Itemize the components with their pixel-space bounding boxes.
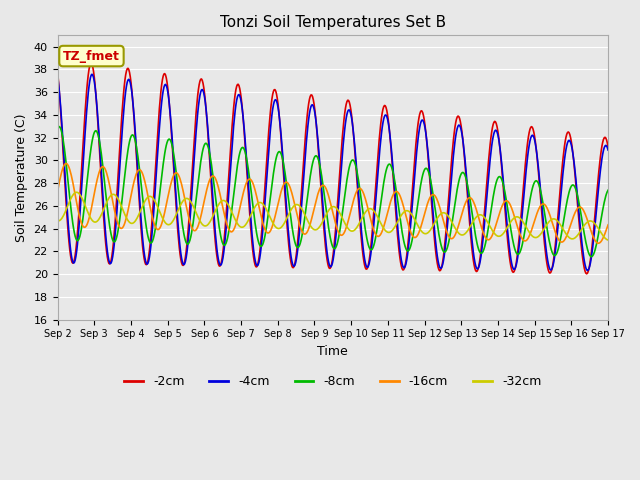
- -4cm: [121, 95, 129, 101]
- -16cm: [65, 163, 72, 168]
- Title: Tonzi Soil Temperatures Set B: Tonzi Soil Temperatures Set B: [220, 15, 446, 30]
- -32cm: [121, 212, 129, 217]
- -8cm: [604, 187, 612, 193]
- -4cm: [54, 73, 61, 79]
- -8cm: [206, 152, 214, 157]
- Text: TZ_fmet: TZ_fmet: [63, 49, 120, 62]
- -32cm: [63, 204, 71, 209]
- -32cm: [73, 190, 81, 195]
- Line: -16cm: -16cm: [58, 164, 608, 243]
- Y-axis label: Soil Temperature (C): Soil Temperature (C): [15, 113, 28, 242]
- -4cm: [604, 147, 612, 153]
- -16cm: [54, 189, 61, 194]
- -32cm: [177, 202, 185, 207]
- -2cm: [54, 69, 61, 75]
- -32cm: [206, 219, 214, 225]
- -8cm: [417, 183, 424, 189]
- -2cm: [63, 221, 71, 227]
- -16cm: [417, 225, 424, 231]
- -4cm: [417, 121, 424, 127]
- -2cm: [417, 109, 424, 115]
- Line: -8cm: -8cm: [58, 127, 608, 257]
- -4cm: [206, 154, 214, 159]
- -2cm: [121, 77, 129, 83]
- -4cm: [177, 250, 185, 256]
- -2cm: [206, 161, 214, 167]
- -2cm: [604, 144, 612, 150]
- -16cm: [401, 207, 408, 213]
- -8cm: [54, 126, 61, 132]
- -16cm: [62, 161, 70, 167]
- X-axis label: Time: Time: [317, 345, 348, 358]
- -4cm: [584, 268, 591, 274]
- -16cm: [121, 220, 129, 226]
- -2cm: [401, 265, 408, 271]
- -8cm: [401, 241, 408, 247]
- -4cm: [88, 72, 96, 77]
- -2cm: [177, 256, 185, 262]
- -16cm: [206, 177, 214, 182]
- -4cm: [401, 265, 408, 271]
- -8cm: [588, 254, 595, 260]
- -8cm: [121, 171, 129, 177]
- -32cm: [417, 227, 424, 233]
- -8cm: [177, 210, 185, 216]
- -4cm: [63, 211, 71, 216]
- Line: -32cm: -32cm: [58, 192, 608, 240]
- -2cm: [88, 60, 95, 66]
- -8cm: [55, 124, 63, 130]
- -32cm: [401, 209, 408, 215]
- Line: -2cm: -2cm: [58, 63, 608, 274]
- -32cm: [54, 218, 61, 224]
- -16cm: [604, 222, 612, 228]
- -8cm: [65, 180, 72, 186]
- -2cm: [583, 271, 591, 276]
- -32cm: [604, 237, 612, 243]
- Legend: -2cm, -4cm, -8cm, -16cm, -32cm: -2cm, -4cm, -8cm, -16cm, -32cm: [119, 370, 547, 393]
- -16cm: [595, 240, 602, 246]
- Line: -4cm: -4cm: [58, 74, 608, 271]
- -16cm: [177, 179, 185, 184]
